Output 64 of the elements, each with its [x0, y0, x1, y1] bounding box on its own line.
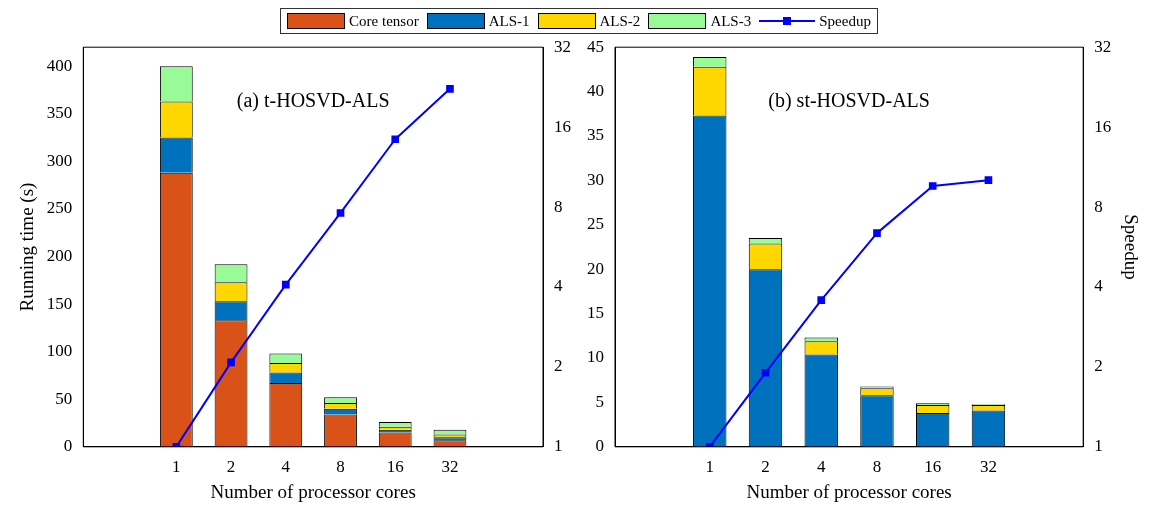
y-tick-label: 45: [587, 36, 604, 56]
point: [761, 368, 770, 377]
point: [928, 182, 937, 190]
point: [873, 229, 881, 237]
point: [227, 358, 235, 367]
x-tick-label: 1: [705, 457, 714, 477]
y2-tick-label: 1: [554, 436, 563, 456]
y2-tick-label: 16: [554, 116, 571, 136]
x-tick-label: 2: [226, 457, 236, 477]
point: [984, 176, 993, 184]
x-tick-label: 16: [924, 457, 942, 477]
y-tick-label: 20: [587, 258, 604, 278]
annotation: (a) t-HOSVD-ALS: [236, 89, 390, 113]
y-axis-title: Running time (s): [16, 182, 39, 312]
y-tick-label: 50: [55, 388, 73, 408]
y2-tick-label: 8: [554, 196, 563, 216]
y2-tick-label: 8: [1094, 196, 1103, 216]
y-tick-label: 10: [587, 347, 604, 367]
legend-label: Speedup: [819, 12, 871, 30]
y-tick-label: 350: [46, 103, 73, 123]
y-tick-label: 40: [587, 81, 604, 101]
legend-label: Core tensor: [349, 12, 419, 30]
y2-tick-label: 2: [554, 356, 563, 376]
point: [391, 135, 400, 144]
y-tick-label: 250: [46, 198, 73, 218]
y-tick-label: 5: [595, 391, 604, 411]
x-tick-label: 32: [441, 457, 459, 477]
x-tick-label: 8: [336, 457, 345, 477]
point: [281, 280, 290, 289]
y-tick-label: 30: [587, 169, 604, 189]
point: [817, 296, 826, 304]
y2-tick-label: 32: [554, 36, 571, 56]
y2-tick-label: 4: [1094, 276, 1104, 296]
y-tick-label: 15: [587, 303, 604, 323]
x-tick-label: 1: [172, 457, 181, 477]
x-tick-label: 32: [979, 457, 997, 477]
y-tick-label: 200: [46, 245, 73, 265]
x-tick-label: 2: [761, 457, 770, 477]
x-tick-label: 4: [281, 457, 291, 477]
y2-axis-title: Speedup: [1120, 214, 1142, 280]
y-tick-label: 25: [587, 214, 604, 234]
y-tick-label: 400: [46, 55, 73, 75]
annotation: (b) st-HOSVD-ALS: [768, 89, 930, 113]
y-tick-label: 0: [63, 436, 73, 456]
legend-label: ALS-2: [599, 12, 641, 30]
y2-tick-label: 32: [1094, 36, 1112, 56]
x-tick-label: 16: [386, 457, 404, 477]
legend-label: ALS-3: [710, 12, 752, 30]
y-tick-label: 100: [46, 341, 73, 361]
y2-tick-label: 16: [1094, 116, 1112, 136]
point: [336, 209, 345, 217]
y-tick-label: 150: [46, 293, 73, 313]
x-tick-label: 4: [816, 457, 826, 477]
x-tick-label: 8: [872, 457, 882, 477]
y-tick-label: 0: [595, 436, 604, 456]
x-axis-title: Number of processor cores: [210, 480, 416, 502]
y2-tick-label: 1: [1094, 436, 1103, 456]
x-axis-title: Number of processor cores: [746, 480, 952, 502]
y-tick-label: 300: [46, 150, 73, 170]
point: [446, 85, 454, 93]
legend-label: ALS-1: [488, 12, 530, 30]
y2-tick-label: 2: [1094, 356, 1103, 376]
y-tick-label: 35: [587, 125, 604, 145]
y2-tick-label: 4: [554, 276, 563, 296]
